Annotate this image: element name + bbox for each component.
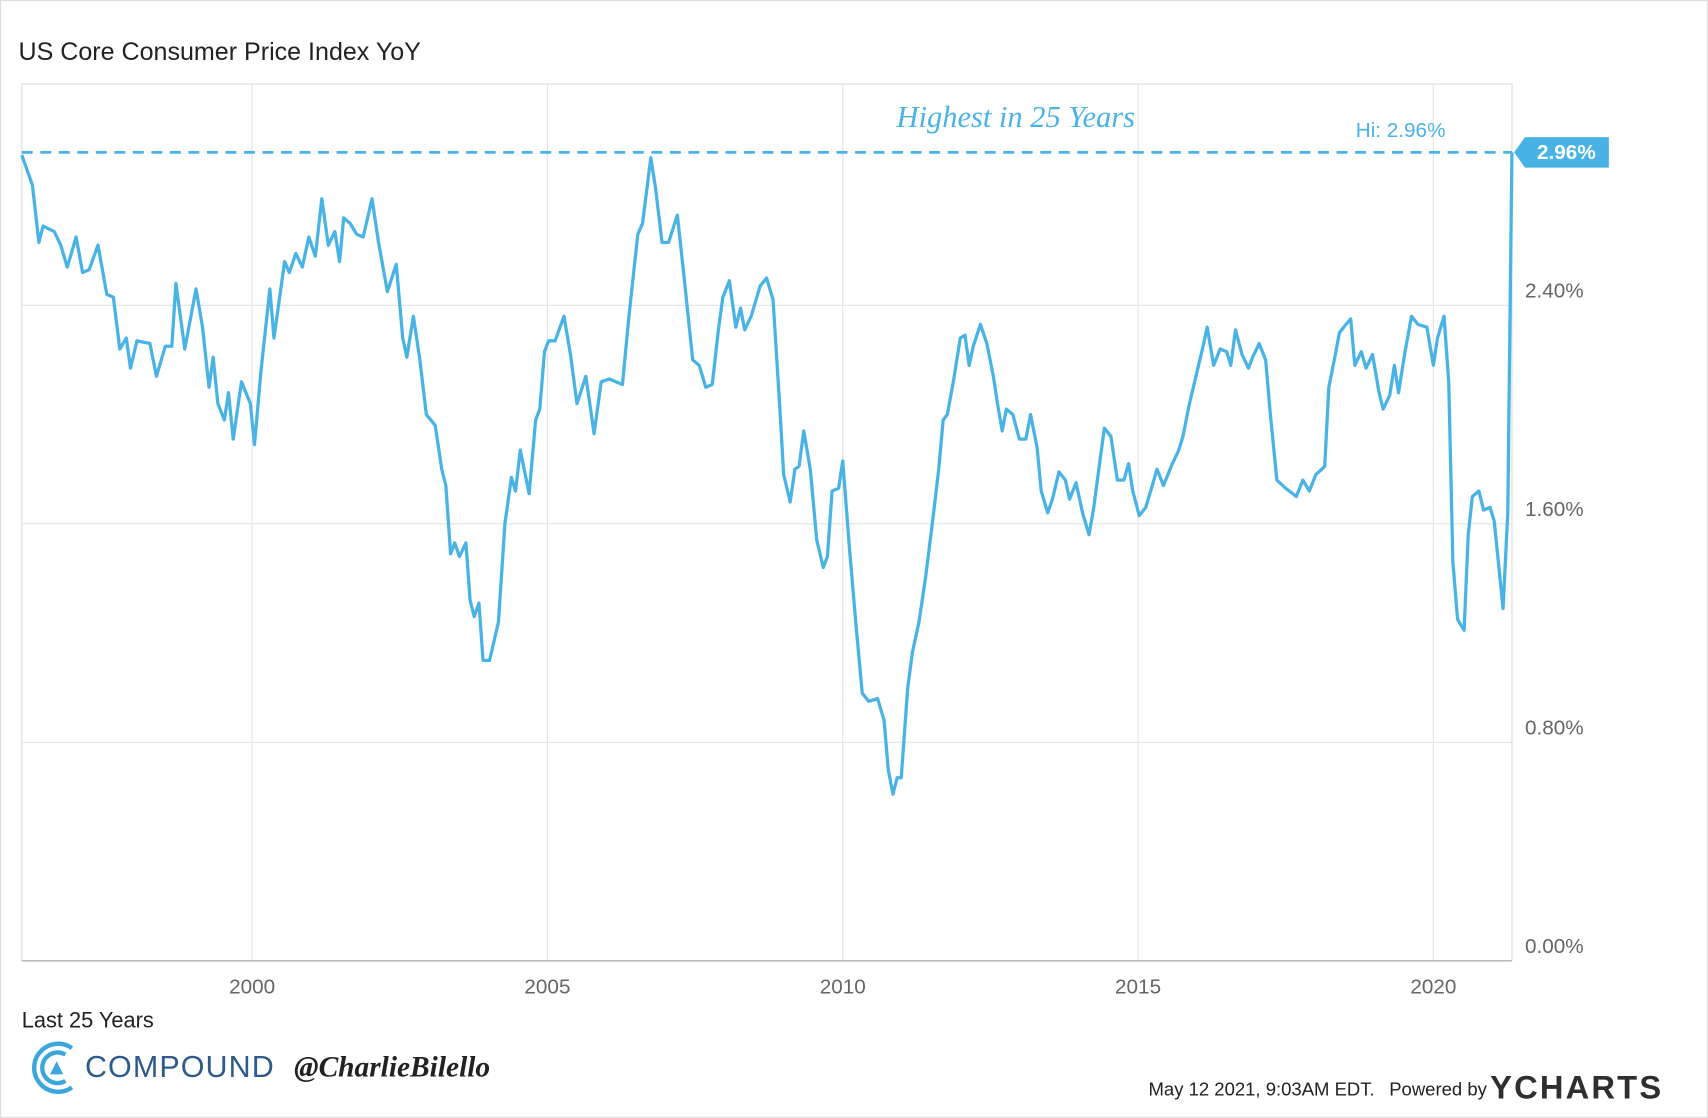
x-tick-label: 2010	[820, 976, 866, 999]
logo-triangle	[50, 1061, 64, 1075]
high-badge-label: 2.96%	[1537, 141, 1596, 164]
logo-arc	[31, 1041, 74, 1094]
logo-arc	[40, 1050, 67, 1086]
y-tick-label: 0.80%	[1525, 717, 1584, 740]
x-tick-label: 2000	[229, 976, 275, 999]
data-line	[20, 152, 1514, 796]
y-tick-label: 2.40%	[1525, 280, 1584, 303]
brand-logo	[31, 1041, 74, 1094]
annotation: Highest in 25 Years	[895, 100, 1135, 134]
chart-title: US Core Consumer Price Index YoY	[19, 38, 422, 66]
high-badge	[1514, 137, 1609, 168]
brand-name: COMPOUND	[85, 1050, 275, 1084]
marks	[20, 150, 1514, 796]
y-tick-label: 0.00%	[1525, 935, 1584, 958]
timestamp: May 12 2021, 9:03AM EDT.	[1149, 1079, 1375, 1100]
x-tick-label: 2020	[1410, 976, 1456, 999]
y-tick-label: 1.60%	[1525, 498, 1584, 521]
high-label: Hi: 2.96%	[1356, 119, 1446, 142]
powered-by: Powered by	[1389, 1079, 1487, 1100]
provider: YCHARTS	[1490, 1068, 1663, 1105]
subtitle: Last 25 Years	[22, 1008, 154, 1033]
brand-handle: @CharlieBilello	[294, 1052, 490, 1084]
x-tick-label: 2015	[1115, 976, 1161, 999]
x-tick-label: 2005	[524, 976, 570, 999]
